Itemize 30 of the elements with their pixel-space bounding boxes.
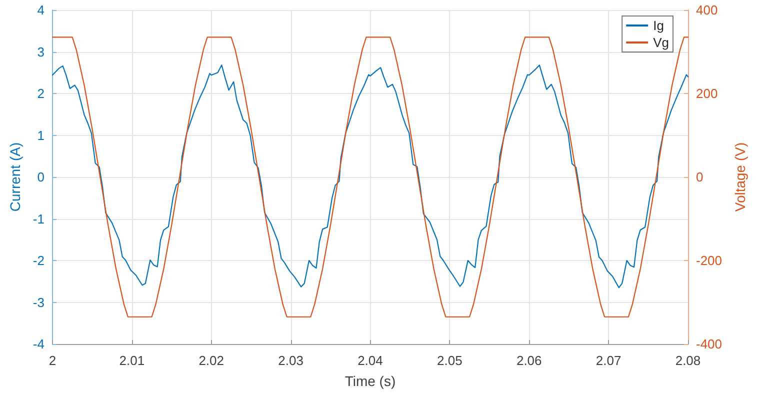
- y-tick-label: 4: [37, 2, 44, 18]
- y-tick-label: -1: [32, 211, 44, 226]
- x-tick-label: 2.05: [437, 353, 462, 368]
- y-tick-label: 0: [37, 170, 44, 184]
- y-tick-label: -2: [32, 253, 44, 268]
- x-tick-label: 2.07: [596, 353, 622, 368]
- y2-tick-label: -400: [696, 336, 722, 352]
- x-tick-label: 2.01: [119, 353, 145, 368]
- x-tick-label: 2.06: [516, 353, 542, 368]
- line-series: [52, 36, 689, 318]
- y-axis-title: Current (A): [7, 142, 23, 212]
- y2-tick-label: 200: [696, 86, 718, 101]
- y-tick-label: -4: [32, 336, 44, 352]
- x-axis-title: Time (s): [344, 373, 396, 389]
- x-tick-label: 2.04: [358, 353, 383, 368]
- y-tick-label: 2: [37, 86, 44, 101]
- legend-label: Vg: [653, 35, 670, 50]
- y2-tick-label: -200: [696, 253, 722, 268]
- x-tick-label: 2: [48, 353, 56, 368]
- y-tick-label: 3: [37, 44, 44, 60]
- y2-tick-label: 0: [696, 170, 704, 184]
- x-tick-label: 2.02: [198, 353, 224, 368]
- y2-axis-title: Voltage (V): [732, 142, 748, 212]
- x-tick-label: 2.08: [675, 353, 701, 368]
- y-tick-label: 1: [37, 128, 44, 143]
- y-tick-label: -3: [32, 294, 44, 310]
- y2-tick-label: 400: [696, 2, 718, 18]
- x-tick-label: 2.03: [278, 353, 304, 368]
- line-series: [52, 64, 689, 288]
- legend-label: Ig: [653, 18, 664, 33]
